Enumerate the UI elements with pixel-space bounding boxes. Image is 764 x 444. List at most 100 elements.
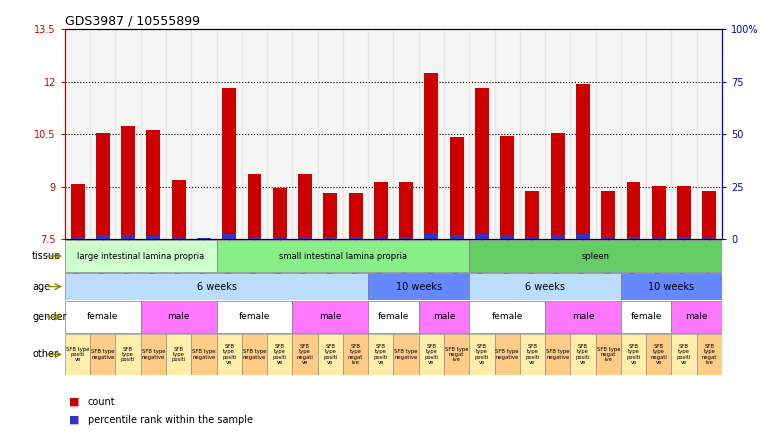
FancyBboxPatch shape — [596, 334, 621, 375]
Bar — [70, 184, 85, 239]
Bar — [697, 29, 722, 239]
Text: count: count — [88, 397, 115, 407]
FancyBboxPatch shape — [672, 301, 722, 333]
Text: SFB
type
positi
ve: SFB type positi ve — [526, 344, 539, 365]
Text: SFB
type
positi
ve: SFB type positi ve — [626, 344, 641, 365]
Bar — [596, 29, 621, 239]
FancyBboxPatch shape — [571, 334, 596, 375]
Bar — [500, 135, 514, 239]
Text: age: age — [32, 281, 50, 292]
Text: large intestinal lamina propria: large intestinal lamina propria — [77, 252, 205, 261]
Bar — [601, 191, 615, 239]
Text: SFB
type
positi
ve: SFB type positi ve — [222, 344, 236, 365]
Bar — [601, 238, 615, 239]
Bar — [469, 29, 494, 239]
FancyBboxPatch shape — [90, 334, 115, 375]
FancyBboxPatch shape — [419, 334, 444, 375]
Text: SFB type
negative: SFB type negative — [546, 349, 569, 360]
Text: SFB
type
negat
ive: SFB type negat ive — [348, 344, 363, 365]
Bar — [197, 238, 211, 239]
Bar — [399, 182, 413, 239]
Text: male: male — [571, 313, 594, 321]
Bar — [323, 193, 337, 239]
FancyBboxPatch shape — [141, 301, 216, 333]
Bar — [191, 29, 216, 239]
Text: GDS3987 / 10555899: GDS3987 / 10555899 — [65, 15, 200, 28]
Bar — [450, 235, 464, 239]
FancyBboxPatch shape — [368, 334, 393, 375]
FancyBboxPatch shape — [621, 273, 722, 300]
Bar — [172, 180, 186, 239]
FancyBboxPatch shape — [621, 301, 672, 333]
FancyBboxPatch shape — [216, 334, 242, 375]
Text: SFB
type
positi
ve: SFB type positi ve — [424, 344, 439, 365]
Bar — [172, 237, 186, 239]
Text: gender: gender — [32, 312, 66, 322]
Text: female: female — [239, 313, 270, 321]
Bar — [450, 137, 464, 239]
Bar — [702, 191, 717, 239]
Bar — [646, 29, 672, 239]
FancyBboxPatch shape — [166, 334, 191, 375]
Bar — [318, 29, 343, 239]
Text: SFB type
negative: SFB type negative — [193, 349, 215, 360]
Bar — [374, 182, 388, 239]
Bar — [571, 29, 596, 239]
Text: SFB type
negative: SFB type negative — [91, 349, 115, 360]
Bar — [216, 29, 242, 239]
Bar — [348, 237, 362, 239]
FancyBboxPatch shape — [343, 334, 368, 375]
Bar — [65, 29, 90, 239]
Bar — [96, 235, 110, 239]
FancyBboxPatch shape — [545, 301, 621, 333]
FancyBboxPatch shape — [368, 301, 419, 333]
FancyBboxPatch shape — [469, 301, 545, 333]
FancyBboxPatch shape — [293, 334, 318, 375]
FancyBboxPatch shape — [65, 273, 368, 300]
Text: female: female — [630, 313, 662, 321]
Text: 6 weeks: 6 weeks — [525, 281, 565, 292]
Text: SFB type
negat
ive: SFB type negat ive — [597, 346, 620, 362]
FancyBboxPatch shape — [65, 301, 141, 333]
Bar — [298, 174, 312, 239]
Bar — [626, 182, 640, 239]
Text: ■: ■ — [69, 415, 79, 424]
Bar — [494, 29, 520, 239]
Bar — [90, 29, 115, 239]
FancyBboxPatch shape — [216, 240, 469, 272]
FancyBboxPatch shape — [419, 301, 469, 333]
Bar — [576, 234, 590, 239]
Text: SFB
type
positi: SFB type positi — [121, 346, 135, 362]
Text: SFB
type
negat
ive: SFB type negat ive — [701, 344, 717, 365]
Bar — [222, 88, 236, 239]
FancyBboxPatch shape — [242, 334, 267, 375]
Text: male: male — [167, 313, 190, 321]
Bar — [677, 186, 691, 239]
Text: 10 weeks: 10 weeks — [649, 281, 694, 292]
FancyBboxPatch shape — [469, 334, 494, 375]
FancyBboxPatch shape — [368, 273, 469, 300]
FancyBboxPatch shape — [444, 334, 469, 375]
Text: SFB
type
positi
ve: SFB type positi ve — [474, 344, 489, 365]
Text: SFB
type
positi
ve: SFB type positi ve — [576, 344, 590, 365]
Text: SFB
type
positi
ve: SFB type positi ve — [374, 344, 388, 365]
FancyBboxPatch shape — [469, 240, 722, 272]
Bar — [273, 237, 286, 239]
Bar — [475, 88, 489, 239]
Bar — [475, 234, 489, 239]
FancyBboxPatch shape — [469, 273, 621, 300]
Bar — [399, 237, 413, 239]
FancyBboxPatch shape — [191, 334, 216, 375]
Bar — [425, 73, 439, 239]
FancyBboxPatch shape — [216, 301, 293, 333]
FancyBboxPatch shape — [520, 334, 545, 375]
FancyBboxPatch shape — [141, 334, 166, 375]
Bar — [545, 29, 571, 239]
Bar — [343, 29, 368, 239]
FancyBboxPatch shape — [318, 334, 343, 375]
Bar — [551, 134, 565, 239]
Bar — [222, 234, 236, 239]
Text: SFB
type
positi
ve: SFB type positi ve — [323, 344, 338, 365]
Bar — [298, 237, 312, 239]
FancyBboxPatch shape — [621, 334, 646, 375]
